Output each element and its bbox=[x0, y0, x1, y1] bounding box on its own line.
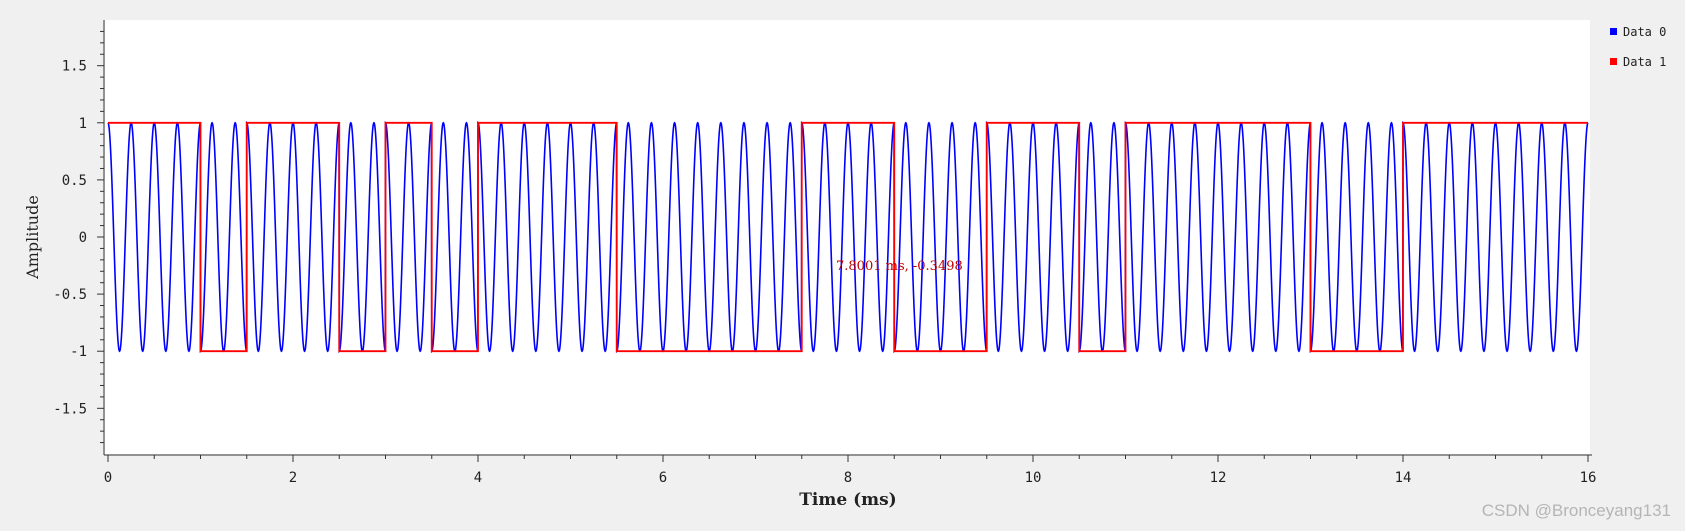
legend-label-data-0: Data 0 bbox=[1623, 25, 1666, 39]
y-tick-label: -1 bbox=[70, 344, 87, 360]
legend[interactable]: Data 0 Data 1 bbox=[1610, 25, 1666, 69]
watermark: CSDN @Bronceyang131 bbox=[1481, 501, 1671, 520]
x-tick-label: 10 bbox=[1025, 470, 1042, 486]
x-tick-label: 4 bbox=[474, 470, 482, 486]
y-tick-label: -0.5 bbox=[53, 287, 87, 303]
plot-area bbox=[105, 20, 1590, 454]
cursor-annotation: 7.8001 ms, -0.3498 bbox=[836, 259, 963, 274]
y-tick-label: 0 bbox=[79, 230, 87, 246]
y-tick-label: 1.5 bbox=[62, 59, 87, 75]
y-axis-title: Amplitude bbox=[23, 195, 42, 280]
x-tick-label: 6 bbox=[659, 470, 667, 486]
y-tick-label: -1.5 bbox=[53, 401, 87, 417]
y-tick-label: 1 bbox=[79, 116, 87, 132]
x-tick-label: 2 bbox=[289, 470, 297, 486]
legend-swatch-data-0 bbox=[1610, 28, 1617, 35]
ticks-layer: 0 2 4 6 8 10 12 14 16 1.5 1 0.5 0 -0.5 -1 -1.5 bbox=[53, 30, 1597, 486]
x-tick-label: 14 bbox=[1395, 470, 1412, 486]
x-tick-label: 12 bbox=[1210, 470, 1227, 486]
legend-swatch-data-1 bbox=[1610, 58, 1617, 65]
x-tick-label: 16 bbox=[1580, 470, 1597, 486]
x-tick-label: 8 bbox=[844, 470, 852, 486]
y-tick-label: 0.5 bbox=[62, 173, 87, 189]
legend-label-data-1: Data 1 bbox=[1623, 55, 1666, 69]
x-axis-title: Time (ms) bbox=[799, 490, 896, 510]
series-layer bbox=[107, 120, 1589, 354]
x-tick-label: 0 bbox=[104, 470, 112, 486]
series-data-1-line bbox=[108, 121, 1588, 353]
